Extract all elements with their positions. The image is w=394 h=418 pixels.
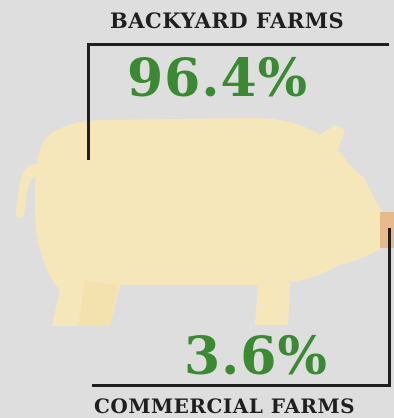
- commercial-farms-percentage: 3.6%: [184, 326, 328, 387]
- pig-belly: [78, 280, 118, 326]
- pig-body: [35, 118, 382, 326]
- commercial-farms-label: COMMERCIAL FARMS: [94, 394, 356, 418]
- pig-snout-highlight: [380, 212, 394, 248]
- top-leader-vertical: [87, 43, 90, 160]
- backyard-farms-percentage: 96.4%: [127, 48, 309, 109]
- top-leader-horizontal: [87, 43, 389, 46]
- backyard-farms-label: BACKYARD FARMS: [110, 8, 345, 33]
- bottom-leader-vertical: [388, 228, 391, 386]
- bottom-leader-horizontal: [92, 384, 391, 387]
- pig-tail: [16, 164, 40, 218]
